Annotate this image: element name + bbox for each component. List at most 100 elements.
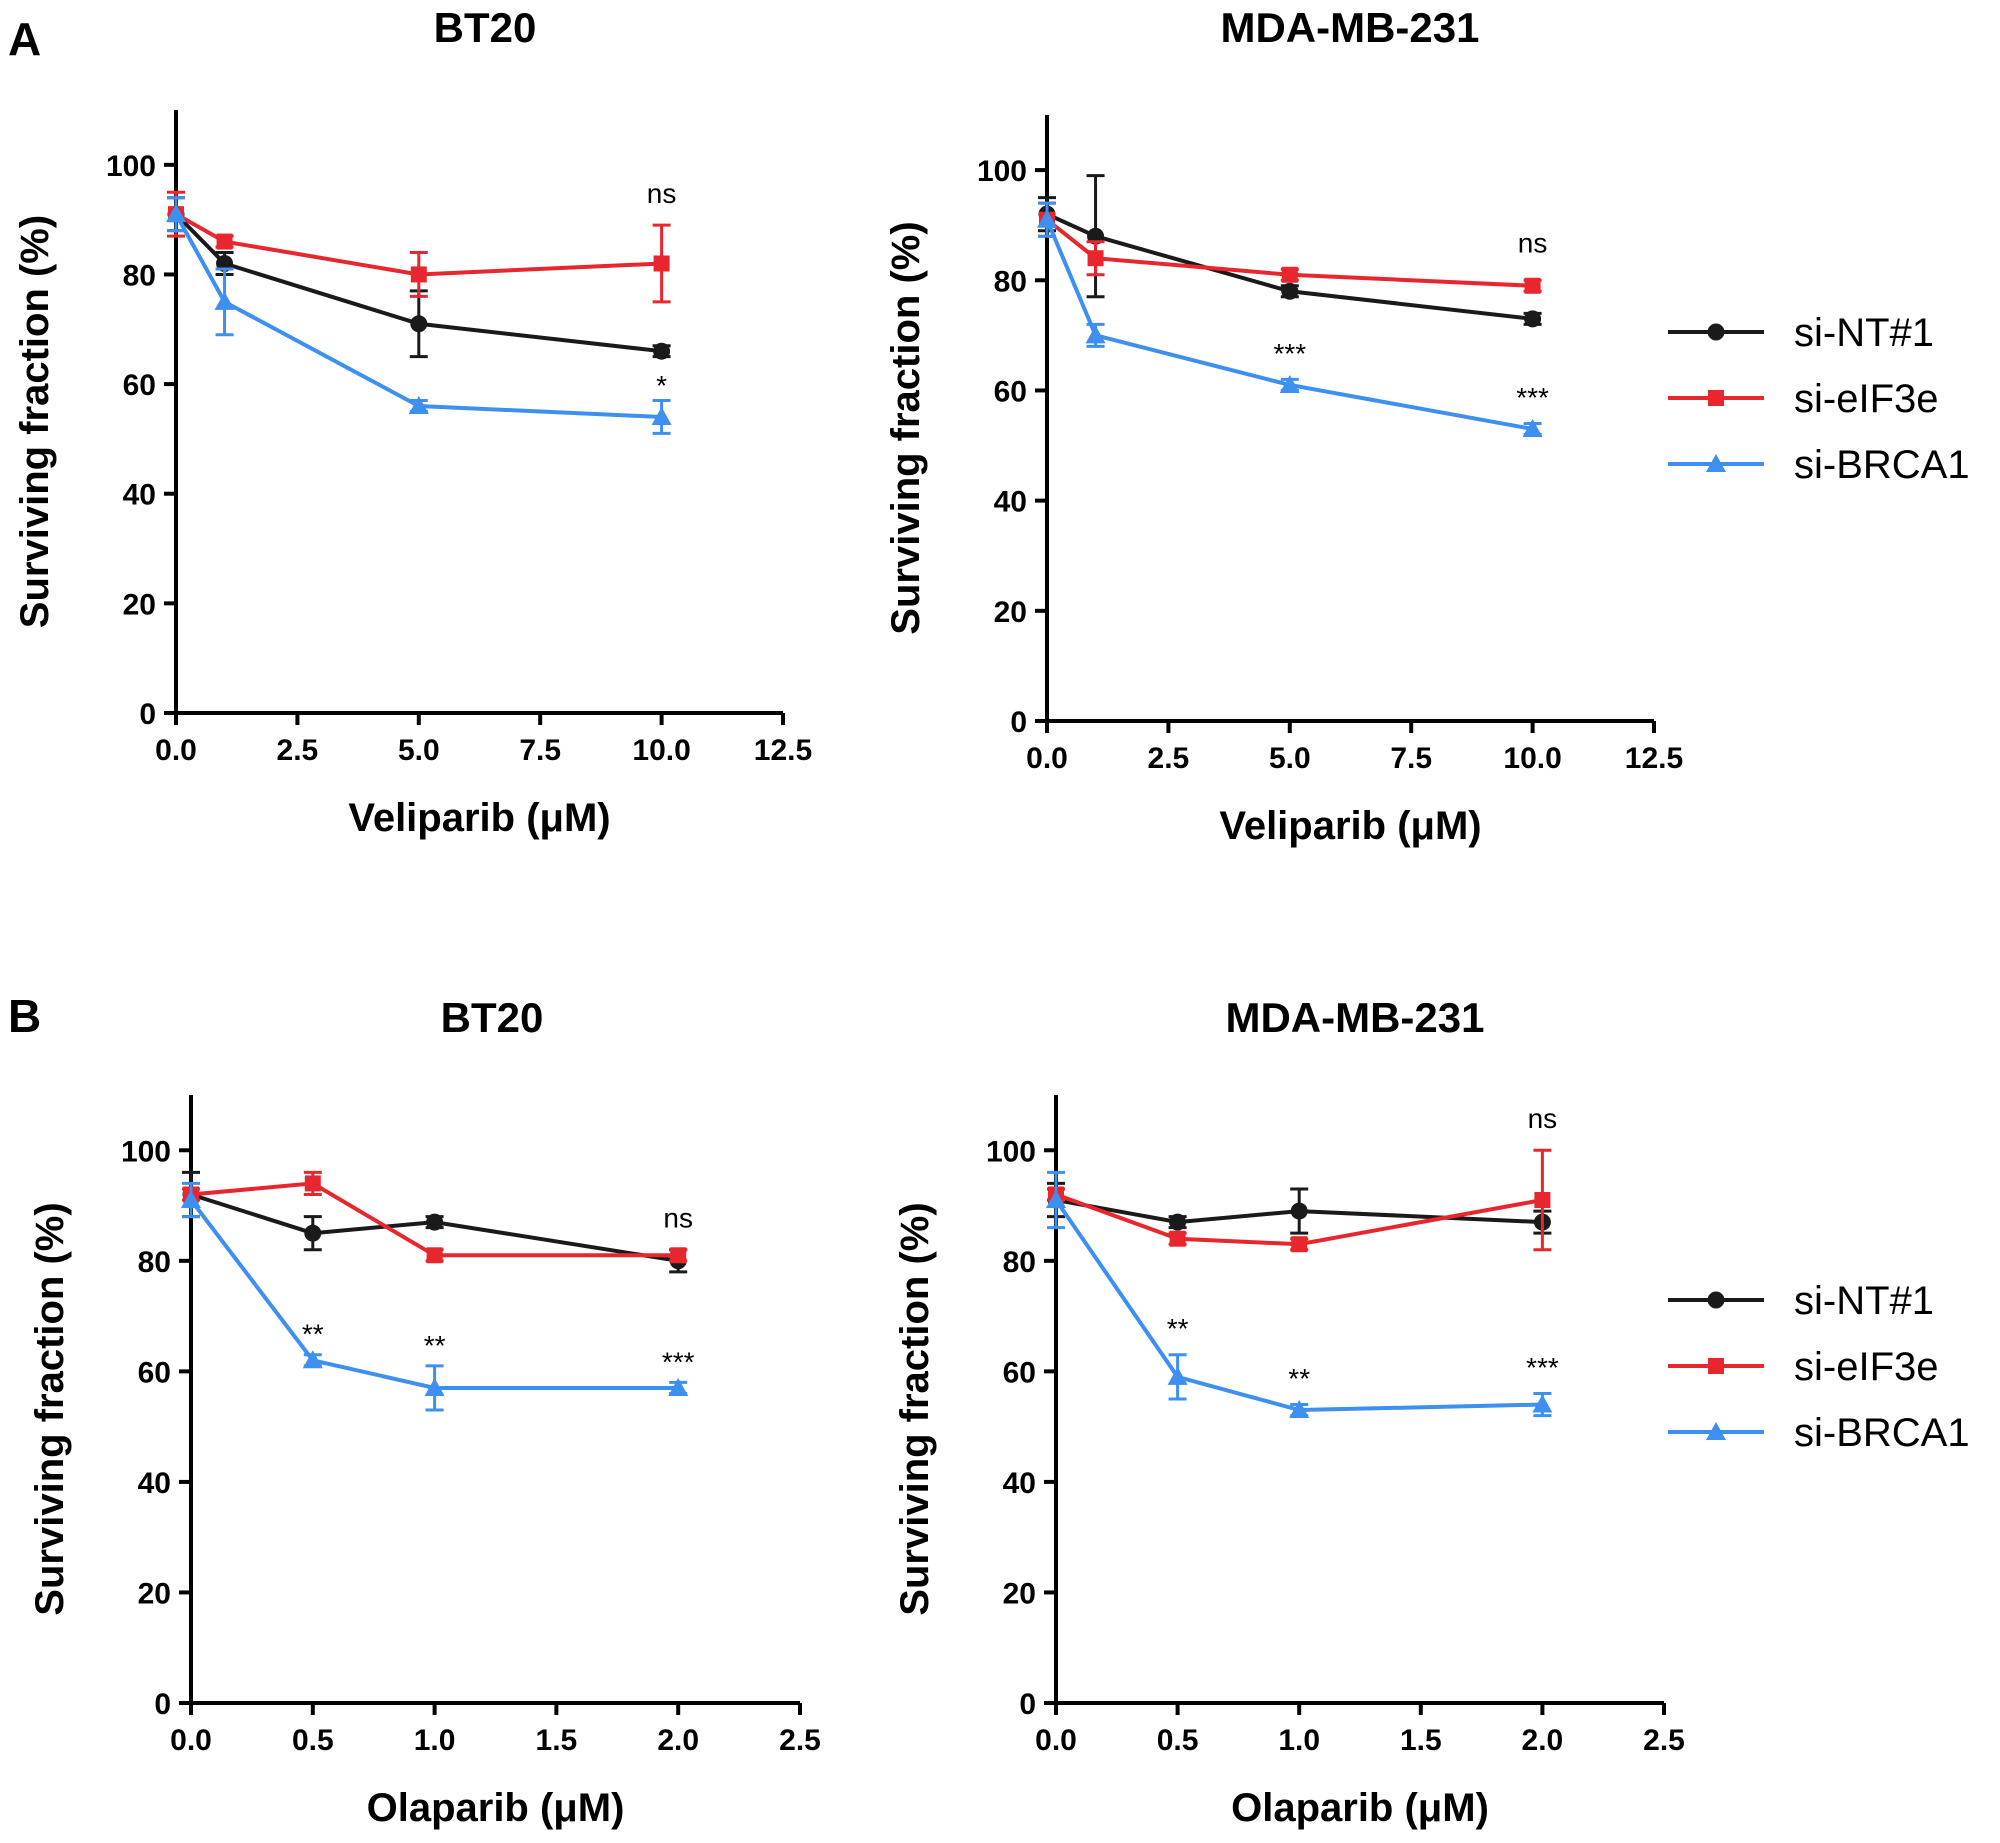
x-tick-label: 2.5: [277, 734, 319, 767]
data-point: [1037, 209, 1057, 228]
panel-label-a: A: [8, 13, 41, 65]
series-line: [1046, 212, 1533, 321]
data-point: [668, 1377, 689, 1396]
y-tick-label: 0: [1010, 706, 1027, 739]
x-tick-label: 0.5: [1157, 1724, 1199, 1757]
legend-marker: [1707, 323, 1725, 341]
legend-label: si-NT#1: [1794, 311, 1934, 355]
significance-annotation: ***: [1273, 338, 1306, 369]
legend-label: si-BRCA1: [1794, 443, 1970, 487]
data-point: [653, 342, 671, 360]
x-tick-label: 1.0: [414, 1724, 456, 1757]
chart-title: BT20: [434, 4, 537, 51]
x-tick-label: 0.0: [1035, 1724, 1077, 1757]
data-point: [426, 1247, 443, 1264]
data-point: [424, 1377, 445, 1396]
data-point: [1290, 1202, 1308, 1220]
y-axis-label: Surviving fraction (%): [28, 1202, 72, 1615]
significance-annotation: ns: [663, 1203, 693, 1234]
series-si-eIF3e: [1038, 201, 1542, 294]
y-tick-label: 60: [138, 1356, 171, 1389]
series-si-NT#1: [1047, 1181, 1552, 1235]
legend-marker: [1706, 1422, 1726, 1440]
y-tick-label: 80: [1003, 1246, 1036, 1279]
data-point: [408, 396, 429, 415]
series-si-NT#1: [1038, 174, 1542, 328]
data-point: [304, 1224, 322, 1242]
series-si-eIF3e: [167, 190, 671, 304]
data-point: [1532, 1394, 1553, 1413]
y-tick-label: 60: [1003, 1356, 1036, 1389]
y-tick-label: 80: [138, 1246, 171, 1279]
data-point: [1534, 1192, 1551, 1209]
legend-item: si-BRCA1: [1668, 443, 1970, 487]
data-point: [1085, 325, 1106, 344]
legend-label: si-eIF3e: [1794, 1345, 1939, 1389]
data-point: [216, 233, 233, 250]
series-line: [175, 212, 662, 277]
x-axis-label: Veliparib (μM): [1219, 804, 1481, 848]
significance-annotation: *: [656, 370, 667, 401]
data-point: [1524, 310, 1542, 328]
chart-4: MDA-MB-231 0.0 0.5 1.0 1.5 2.0 2.5 0 20 40 60 80 100…: [893, 994, 1685, 1830]
data-point: [166, 204, 186, 223]
series-line: [1055, 1198, 1543, 1225]
chart-title: BT20: [441, 994, 544, 1041]
series-line: [1055, 1192, 1543, 1247]
significance-annotation: **: [1288, 1363, 1310, 1394]
y-tick-label: 40: [994, 486, 1027, 519]
y-tick-label: 20: [1003, 1577, 1036, 1610]
significance-annotation: **: [302, 1319, 324, 1350]
x-tick-label: 2.0: [1522, 1724, 1564, 1757]
data-point: [1167, 1366, 1188, 1385]
legend-marker: [1708, 390, 1724, 406]
x-tick-label: 5.0: [1269, 742, 1311, 775]
chart-1: BT20 0.0 2.5 5.0 7.5 10.0 12.5 0 20 40 60 80 100 Veli…: [13, 4, 812, 840]
x-axis-label: Olaparib (μM): [367, 1786, 625, 1830]
chart-3: BT20 0.0 0.5 1.0 1.5 2.0 2.5 0 20 40 60 80 100 Olapar…: [28, 994, 821, 1830]
x-tick-label: 12.5: [1625, 742, 1683, 775]
significance-annotation: ns: [1528, 1103, 1558, 1134]
data-point: [1281, 282, 1299, 300]
legend-item: si-NT#1: [1668, 1279, 1934, 1323]
data-point: [1522, 419, 1543, 438]
legends-area: si-NT#1si-eIF3esi-BRCA1si-NT#1si-eIF3esi…: [1668, 311, 1970, 1455]
y-tick-label: 100: [106, 150, 156, 183]
significance-annotation: ***: [662, 1346, 695, 1377]
legend-marker: [1706, 454, 1726, 472]
x-tick-label: 1.5: [536, 1724, 578, 1757]
x-tick-label: 0.0: [155, 734, 197, 767]
legend-b: si-NT#1 si-eIF3e si-BRCA1: [1668, 1279, 1970, 1455]
legend-a: si-NT#1 si-eIF3e si-BRCA1: [1668, 311, 1970, 487]
significance-annotation: ***: [1526, 1352, 1559, 1383]
significance-annotation: **: [1167, 1313, 1189, 1344]
data-point: [1281, 266, 1298, 283]
series-line: [1054, 1198, 1543, 1413]
x-tick-label: 10.0: [1503, 742, 1561, 775]
x-tick-label: 1.5: [1400, 1724, 1442, 1757]
data-point: [410, 315, 428, 333]
y-axis-label: Surviving fraction (%): [893, 1202, 937, 1615]
x-tick-label: 0.5: [292, 1724, 334, 1757]
series-line: [1045, 218, 1533, 431]
y-tick-label: 100: [986, 1135, 1036, 1168]
y-tick-label: 40: [138, 1467, 171, 1500]
x-tick-label: 12.5: [754, 734, 812, 767]
y-tick-label: 100: [121, 1135, 171, 1168]
legend-item: si-eIF3e: [1668, 1345, 1939, 1389]
charts-area: BT20 0.0 2.5 5.0 7.5 10.0 12.5 0 20 40 60 80 100 Veli…: [13, 4, 1685, 1830]
y-tick-label: 80: [994, 265, 1027, 298]
x-tick-label: 0.0: [1026, 742, 1068, 775]
legend-marker: [1707, 1291, 1725, 1309]
y-tick-label: 20: [138, 1577, 171, 1610]
legend-item: si-eIF3e: [1668, 377, 1939, 421]
series-line: [190, 1192, 679, 1263]
y-axis-label: Surviving fraction (%): [884, 221, 928, 634]
data-point: [1169, 1213, 1187, 1231]
data-point: [1169, 1230, 1186, 1247]
significance-annotation: ***: [1516, 382, 1549, 413]
data-point: [302, 1350, 323, 1369]
data-point: [670, 1247, 687, 1264]
series-line: [190, 1181, 679, 1258]
x-tick-label: 10.0: [632, 734, 690, 767]
